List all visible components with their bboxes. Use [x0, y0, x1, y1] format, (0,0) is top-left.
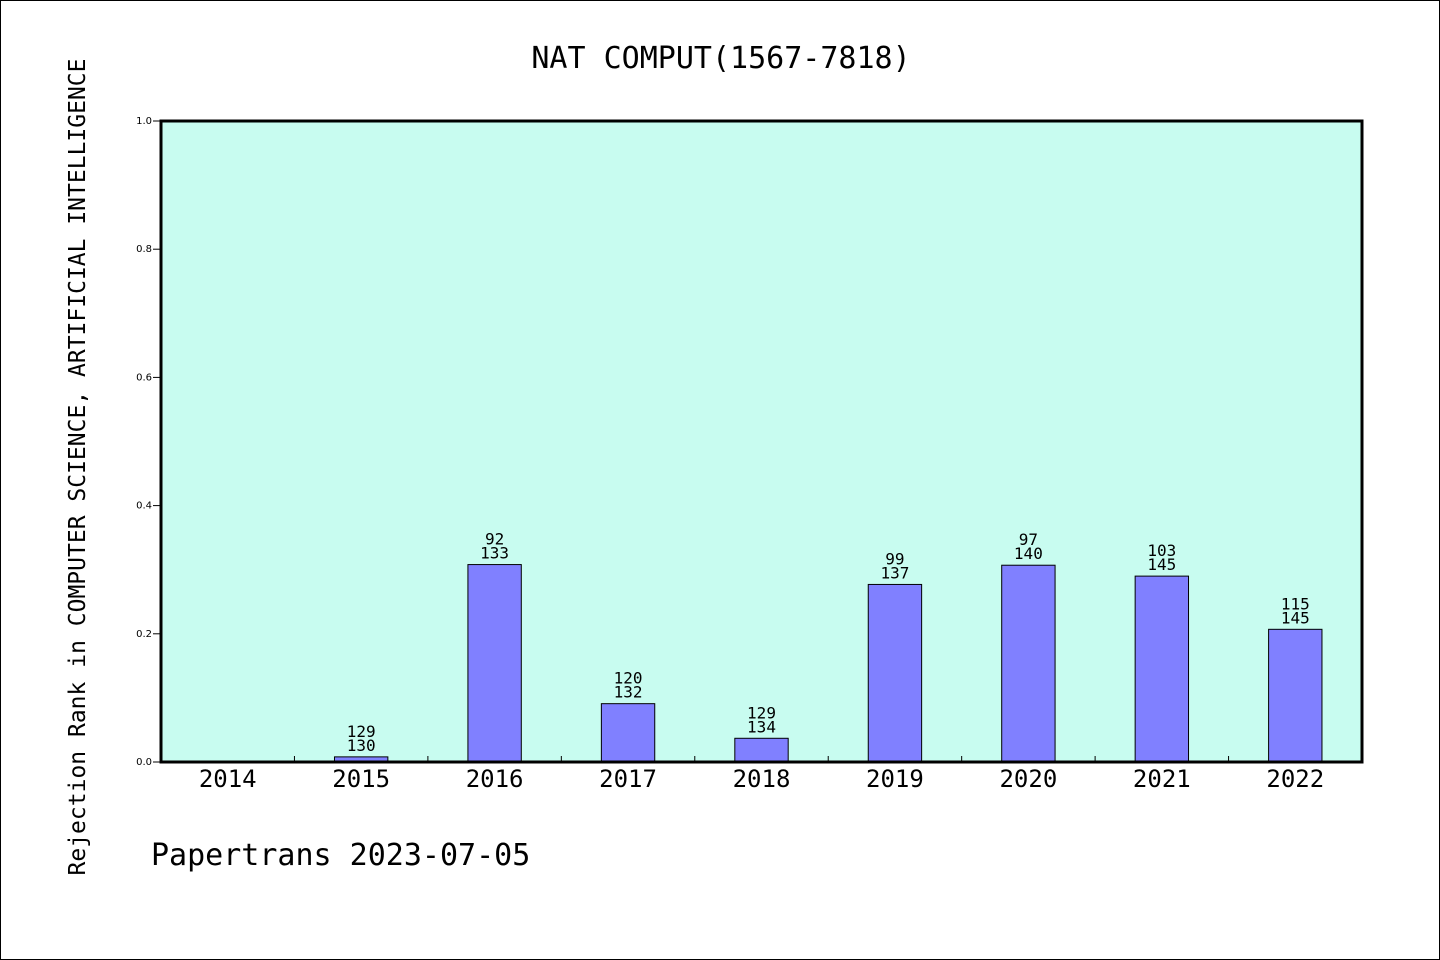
bar-label-rank: 115 — [1281, 594, 1310, 613]
bar-label-rank: 97 — [1019, 530, 1038, 549]
x-tick-label: 2018 — [733, 765, 791, 793]
x-tick-label: 2015 — [332, 765, 390, 793]
bar — [1001, 564, 1056, 763]
bar — [734, 737, 789, 763]
bar-label-total: 132 — [614, 683, 643, 702]
bar — [467, 564, 522, 763]
bar-label-total: 140 — [1014, 544, 1043, 563]
bar-label-rank: 99 — [885, 549, 904, 568]
footer-text: Papertrans 2023-07-05 — [151, 838, 530, 873]
y-tick-label: 0.2 — [136, 629, 152, 640]
bar-label-rank: 120 — [614, 669, 643, 688]
x-tick-label: 2022 — [1266, 765, 1324, 793]
bar-label-total: 145 — [1281, 608, 1310, 627]
plot-border — [159, 119, 1364, 764]
bar-label-total: 134 — [747, 717, 776, 736]
chart-title: NAT COMPUT(1567-7818) — [531, 41, 910, 76]
y-tick-label: 1.0 — [136, 116, 152, 127]
y-tick-label: 0.8 — [136, 244, 152, 255]
bar-label-rank: 129 — [347, 722, 376, 741]
y-tick-label: 0.4 — [136, 501, 152, 512]
y-tick-label: 0.6 — [136, 372, 152, 383]
bar-label-total: 145 — [1147, 555, 1176, 574]
x-tick-label: 2016 — [466, 765, 524, 793]
x-tick-label: 2020 — [999, 765, 1057, 793]
x-tick-label: 2014 — [199, 765, 257, 793]
bar-label-rank: 129 — [747, 703, 776, 722]
x-tick-label: 2017 — [599, 765, 657, 793]
bar-label-total: 137 — [880, 563, 909, 582]
bar-label-total: 130 — [347, 736, 376, 755]
bar — [867, 583, 923, 763]
bar-label-total: 133 — [480, 544, 509, 563]
y-tick-label: 0.0 — [136, 757, 152, 768]
x-tick-label: 2019 — [866, 765, 924, 793]
bar — [1134, 575, 1190, 763]
bar — [600, 703, 656, 763]
x-tick-label: 2021 — [1133, 765, 1191, 793]
bar — [1268, 628, 1323, 763]
y-axis-label: Rejection Rank in COMPUTER SCIENCE, ARTI… — [65, 59, 91, 876]
bar-label-rank: 92 — [485, 530, 504, 549]
bar-label-rank: 103 — [1147, 541, 1176, 560]
